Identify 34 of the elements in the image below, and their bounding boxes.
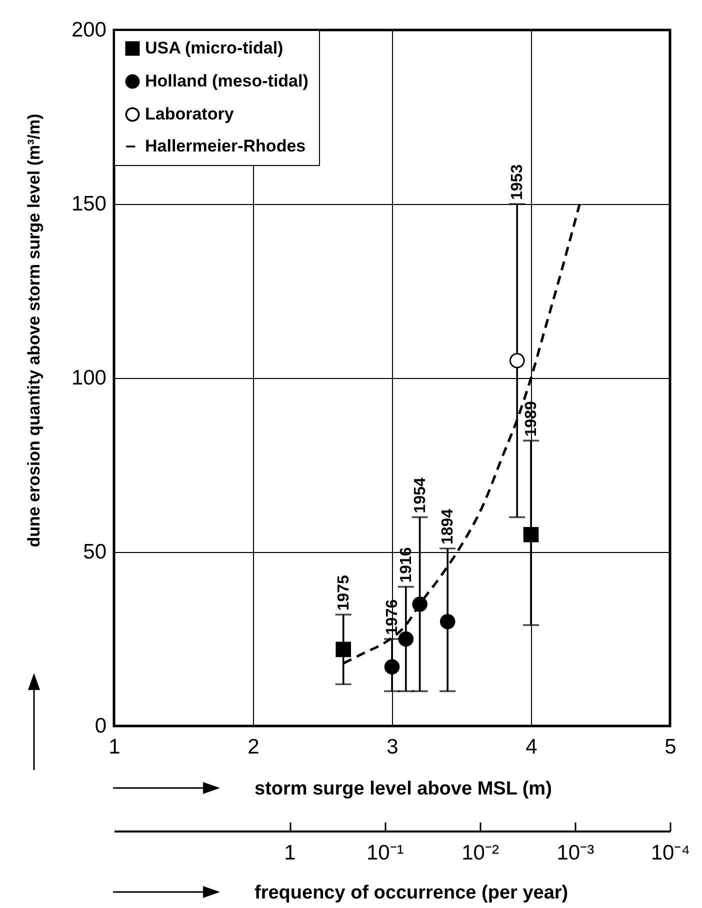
- x-tick-label: 1: [108, 736, 120, 758]
- point: [412, 596, 428, 612]
- point: [523, 526, 539, 542]
- y-tick-label: 150: [71, 192, 106, 216]
- y-tick-label: 50: [83, 540, 106, 564]
- x-axis-title: storm surge level above MSL (m): [254, 778, 552, 800]
- point: [398, 631, 414, 647]
- point: [440, 614, 456, 630]
- x2-axis-title: frequency of occurrence (per year): [254, 882, 568, 904]
- annotation: 1916: [398, 547, 415, 583]
- legend-label: Holland (meso-tidal): [145, 72, 308, 90]
- y-tick-label: 200: [71, 18, 106, 42]
- point: [384, 659, 400, 674]
- annotation: 1953: [509, 164, 526, 200]
- y-axis-title: dune erosion quantity above storm surge level (m³/m): [24, 114, 44, 548]
- x-tick-label: 5: [664, 736, 676, 758]
- point: [336, 642, 351, 658]
- y-tick-label: 100: [71, 366, 106, 390]
- x2-tick-label: 10⁻¹: [366, 842, 404, 864]
- legend-label: Hallermeier-Rhodes: [145, 136, 306, 156]
- x2-tick-label: 10⁻⁴: [650, 842, 690, 864]
- legend-label: USA (micro-tidal): [145, 38, 284, 58]
- x2-tick-label: 1: [284, 842, 296, 864]
- y-tick-label: 0: [94, 714, 106, 738]
- legend-label: Laboratory: [145, 104, 234, 124]
- annotation: 1954: [412, 478, 429, 514]
- point: [509, 352, 525, 368]
- x-tick-label: 2: [248, 736, 260, 758]
- annotation: 1975: [335, 574, 352, 611]
- x-tick-label: 4: [526, 736, 538, 758]
- x2-tick-label: 10⁻²: [462, 842, 499, 864]
- x-tick-label: 3: [386, 736, 398, 758]
- x2-tick-label: 10⁻³: [556, 842, 594, 864]
- annotation: 1894: [440, 508, 457, 545]
